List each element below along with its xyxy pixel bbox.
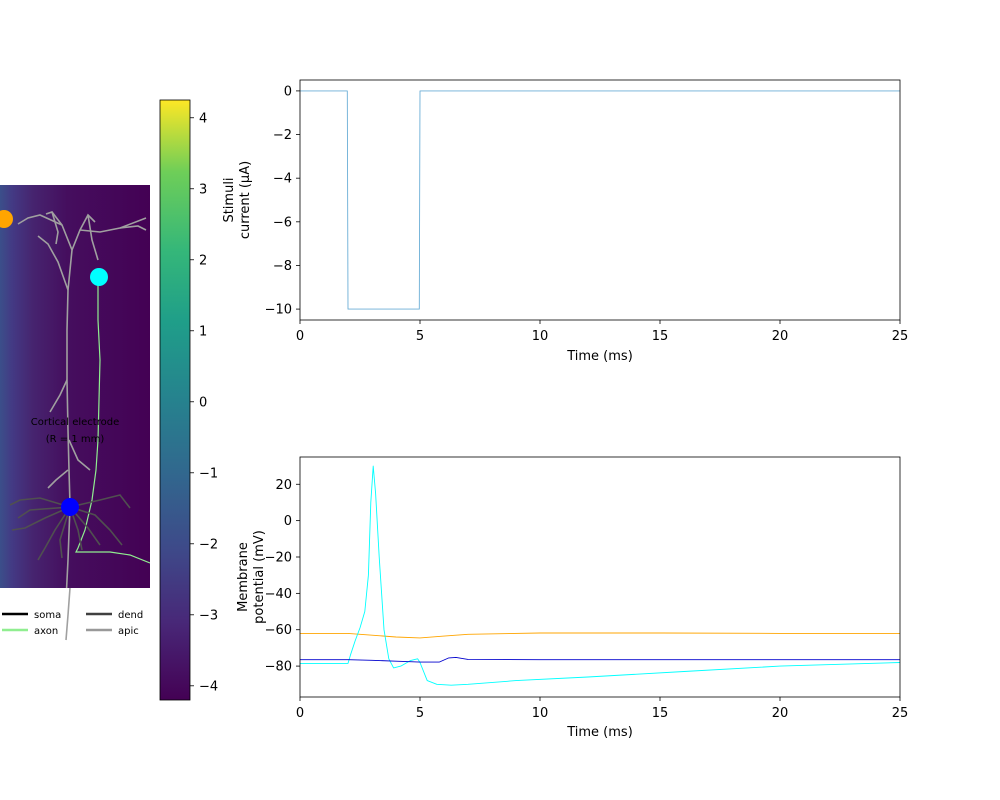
electrode-label: Cortical electrode bbox=[31, 417, 120, 428]
blue-marker bbox=[61, 498, 79, 516]
membrane-series-line-0 bbox=[300, 632, 900, 639]
orange-marker bbox=[0, 210, 13, 228]
legend-soma-label: soma bbox=[34, 610, 61, 621]
stimulus-xtick-label: 0 bbox=[296, 329, 304, 344]
colorbar-tick-label: −1 bbox=[199, 466, 218, 481]
membrane-axis-ticks: 0 5 10 15 20 25 20 0 −20 −40 −60 −80 bbox=[265, 478, 909, 721]
morphology-panel: Cortical electrode (R = 1 mm) soma axon … bbox=[0, 185, 150, 641]
membrane-ytick-label: −20 bbox=[265, 551, 292, 566]
apical-trunk-tail bbox=[65, 587, 71, 641]
stimulus-ylabel-line1: Stimuli bbox=[222, 177, 237, 222]
membrane-plot-frame bbox=[299, 456, 901, 698]
axon-branch bbox=[75, 277, 150, 564]
membrane-xtick-label: 10 bbox=[532, 706, 549, 721]
membrane-xtick-label: 25 bbox=[892, 706, 909, 721]
membrane-xtick-label: 20 bbox=[772, 706, 789, 721]
field-heatmap bbox=[0, 185, 150, 588]
stimulus-xtick-label: 5 bbox=[416, 329, 424, 344]
membrane-series-line-1 bbox=[300, 465, 901, 686]
colorbar-ticks: 4 3 2 1 0 −1 −2 −3 −4 bbox=[190, 111, 218, 694]
stimulus-ytick-label: −2 bbox=[273, 128, 292, 143]
stimulus-series-line-0 bbox=[300, 90, 900, 310]
membrane-lines bbox=[300, 465, 901, 686]
apical-dendrites bbox=[17, 211, 147, 588]
stimulus-xtick-label: 10 bbox=[532, 329, 549, 344]
stimulus-ytick-label: −6 bbox=[273, 215, 292, 230]
membrane-xtick-label: 5 bbox=[416, 706, 424, 721]
membrane-xtick-label: 0 bbox=[296, 706, 304, 721]
legend-axon-label: axon bbox=[34, 626, 58, 637]
membrane-series-line-2 bbox=[300, 656, 900, 663]
stimulus-xtick-label: 15 bbox=[652, 329, 669, 344]
colorbar-tick-label: 0 bbox=[199, 395, 207, 410]
stimulus-xtick-label: 25 bbox=[892, 329, 909, 344]
colorbar-tick-label: −2 bbox=[199, 537, 218, 552]
colorbar-gradient bbox=[159, 99, 191, 701]
membrane-ytick-label: −80 bbox=[265, 660, 292, 675]
stimulus-ylabel-line2: current (μA) bbox=[238, 161, 253, 239]
stimulus-chart: 0 5 10 15 20 25 0 −2 −4 −6 −8 −10 Time (ms) Stimuli… bbox=[222, 79, 909, 364]
membrane-xlabel: Time (ms) bbox=[566, 725, 633, 740]
colorbar-tick-label: 2 bbox=[199, 253, 207, 268]
cyan-marker bbox=[90, 268, 108, 286]
membrane-chart: 0 5 10 15 20 25 20 0 −20 −40 −60 −80 Time (ms) Memb… bbox=[236, 456, 909, 740]
electrode-radius-label: (R = 1 mm) bbox=[46, 434, 105, 445]
colorbar: 4 3 2 1 0 −1 −2 −3 −4 bbox=[159, 99, 218, 701]
membrane-ytick-label: 20 bbox=[275, 478, 292, 493]
stimulus-ytick-label: −4 bbox=[273, 172, 292, 187]
colorbar-tick-label: 4 bbox=[199, 111, 207, 126]
stimulus-plot-frame bbox=[299, 79, 901, 321]
stimulus-ytick-label: −10 bbox=[265, 303, 292, 318]
legend-apic-label: apic bbox=[118, 626, 139, 637]
membrane-ytick-label: −60 bbox=[265, 623, 292, 638]
membrane-xtick-label: 15 bbox=[652, 706, 669, 721]
basal-dendrites bbox=[9, 494, 131, 561]
membrane-ylabel-line2: potential (mV) bbox=[252, 530, 267, 624]
stimulus-xlabel: Time (ms) bbox=[566, 349, 633, 364]
membrane-ytick-label: 0 bbox=[284, 514, 292, 529]
stimulus-ytick-label: −8 bbox=[273, 259, 292, 274]
colorbar-tick-label: 3 bbox=[199, 182, 207, 197]
membrane-ylabel-line1: Membrane bbox=[236, 542, 251, 612]
stimulus-lines bbox=[300, 90, 900, 310]
stimulus-xtick-label: 20 bbox=[772, 329, 789, 344]
colorbar-tick-label: 1 bbox=[199, 324, 207, 339]
morphology-legend: soma axon dend apic bbox=[2, 610, 143, 637]
stimulus-axis-ticks: 0 5 10 15 20 25 0 −2 −4 −6 −8 −10 bbox=[265, 84, 909, 344]
stimulus-ytick-label: 0 bbox=[284, 84, 292, 99]
membrane-ytick-label: −40 bbox=[265, 587, 292, 602]
colorbar-tick-label: −3 bbox=[199, 608, 218, 623]
legend-dend-label: dend bbox=[118, 610, 143, 621]
colorbar-tick-label: −4 bbox=[199, 679, 218, 694]
